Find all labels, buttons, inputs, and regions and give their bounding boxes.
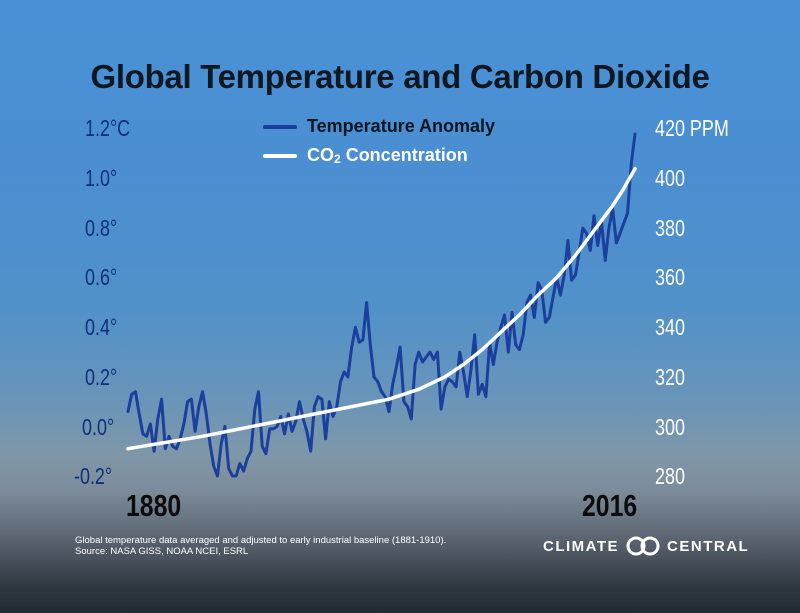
- right-tick-label: 360: [655, 264, 685, 290]
- left-tick-label: 0.0°: [82, 414, 115, 440]
- right-tick-label: 420 PPM: [655, 115, 729, 141]
- chart-title: Global Temperature and Carbon Dioxide: [90, 58, 710, 95]
- brand-left-text: CLIMATE: [543, 537, 620, 555]
- co2-layer: [126, 166, 637, 451]
- right-tick-label: 280: [655, 463, 685, 489]
- right-tick-label: 340: [655, 314, 685, 340]
- x-start-label: 1880: [126, 488, 182, 523]
- right-tick-label: 380: [655, 215, 685, 241]
- left-tick-label: 1.0°: [85, 165, 118, 191]
- temperature-line-swatch: [263, 124, 297, 129]
- right-tick-label: 320: [655, 364, 685, 390]
- legend-item-co2: CO2 Concentration: [263, 141, 495, 170]
- temperature-layer: [126, 132, 637, 478]
- footnote-line-1: Global temperature data averaged and adj…: [75, 535, 447, 546]
- legend-co2-subscript: 2: [334, 152, 341, 166]
- climate-central-logo: CLIMATE CENTRAL: [543, 536, 749, 556]
- x-end-label: 2016: [582, 488, 638, 523]
- temperature-anomaly-line: [126, 132, 637, 478]
- right-tick-label: 400: [655, 165, 685, 191]
- left-tick-label: -0.2°: [74, 463, 113, 489]
- legend-co2-prefix: CO: [307, 145, 334, 165]
- co2-line-swatch: [263, 153, 297, 158]
- footnote: Global temperature data averaged and adj…: [75, 535, 446, 557]
- brand-right-text: CENTRAL: [667, 537, 750, 555]
- left-tick-label: 0.2°: [85, 364, 118, 390]
- left-tick-label: 0.6°: [85, 264, 118, 290]
- footnote-source: Source: NASA GISS, NOAA NCEI, ESRL: [75, 546, 249, 557]
- legend-co2-suffix: Concentration: [340, 145, 468, 165]
- left-tick-label: 1.2°C: [85, 115, 131, 141]
- chart-legend: Temperature Anomaly CO2 Concentration: [263, 112, 495, 170]
- legend-item-temperature: Temperature Anomaly: [263, 112, 495, 141]
- legend-temperature-label: Temperature Anomaly: [307, 116, 496, 136]
- left-tick-label: 0.8°: [85, 215, 118, 241]
- right-tick-label: 300: [655, 414, 685, 440]
- legend-co2-label: CO2 Concentration: [307, 145, 468, 166]
- co2-concentration-line: [126, 166, 637, 451]
- interlocking-circles-icon: [626, 536, 660, 556]
- left-tick-label: 0.4°: [85, 314, 118, 340]
